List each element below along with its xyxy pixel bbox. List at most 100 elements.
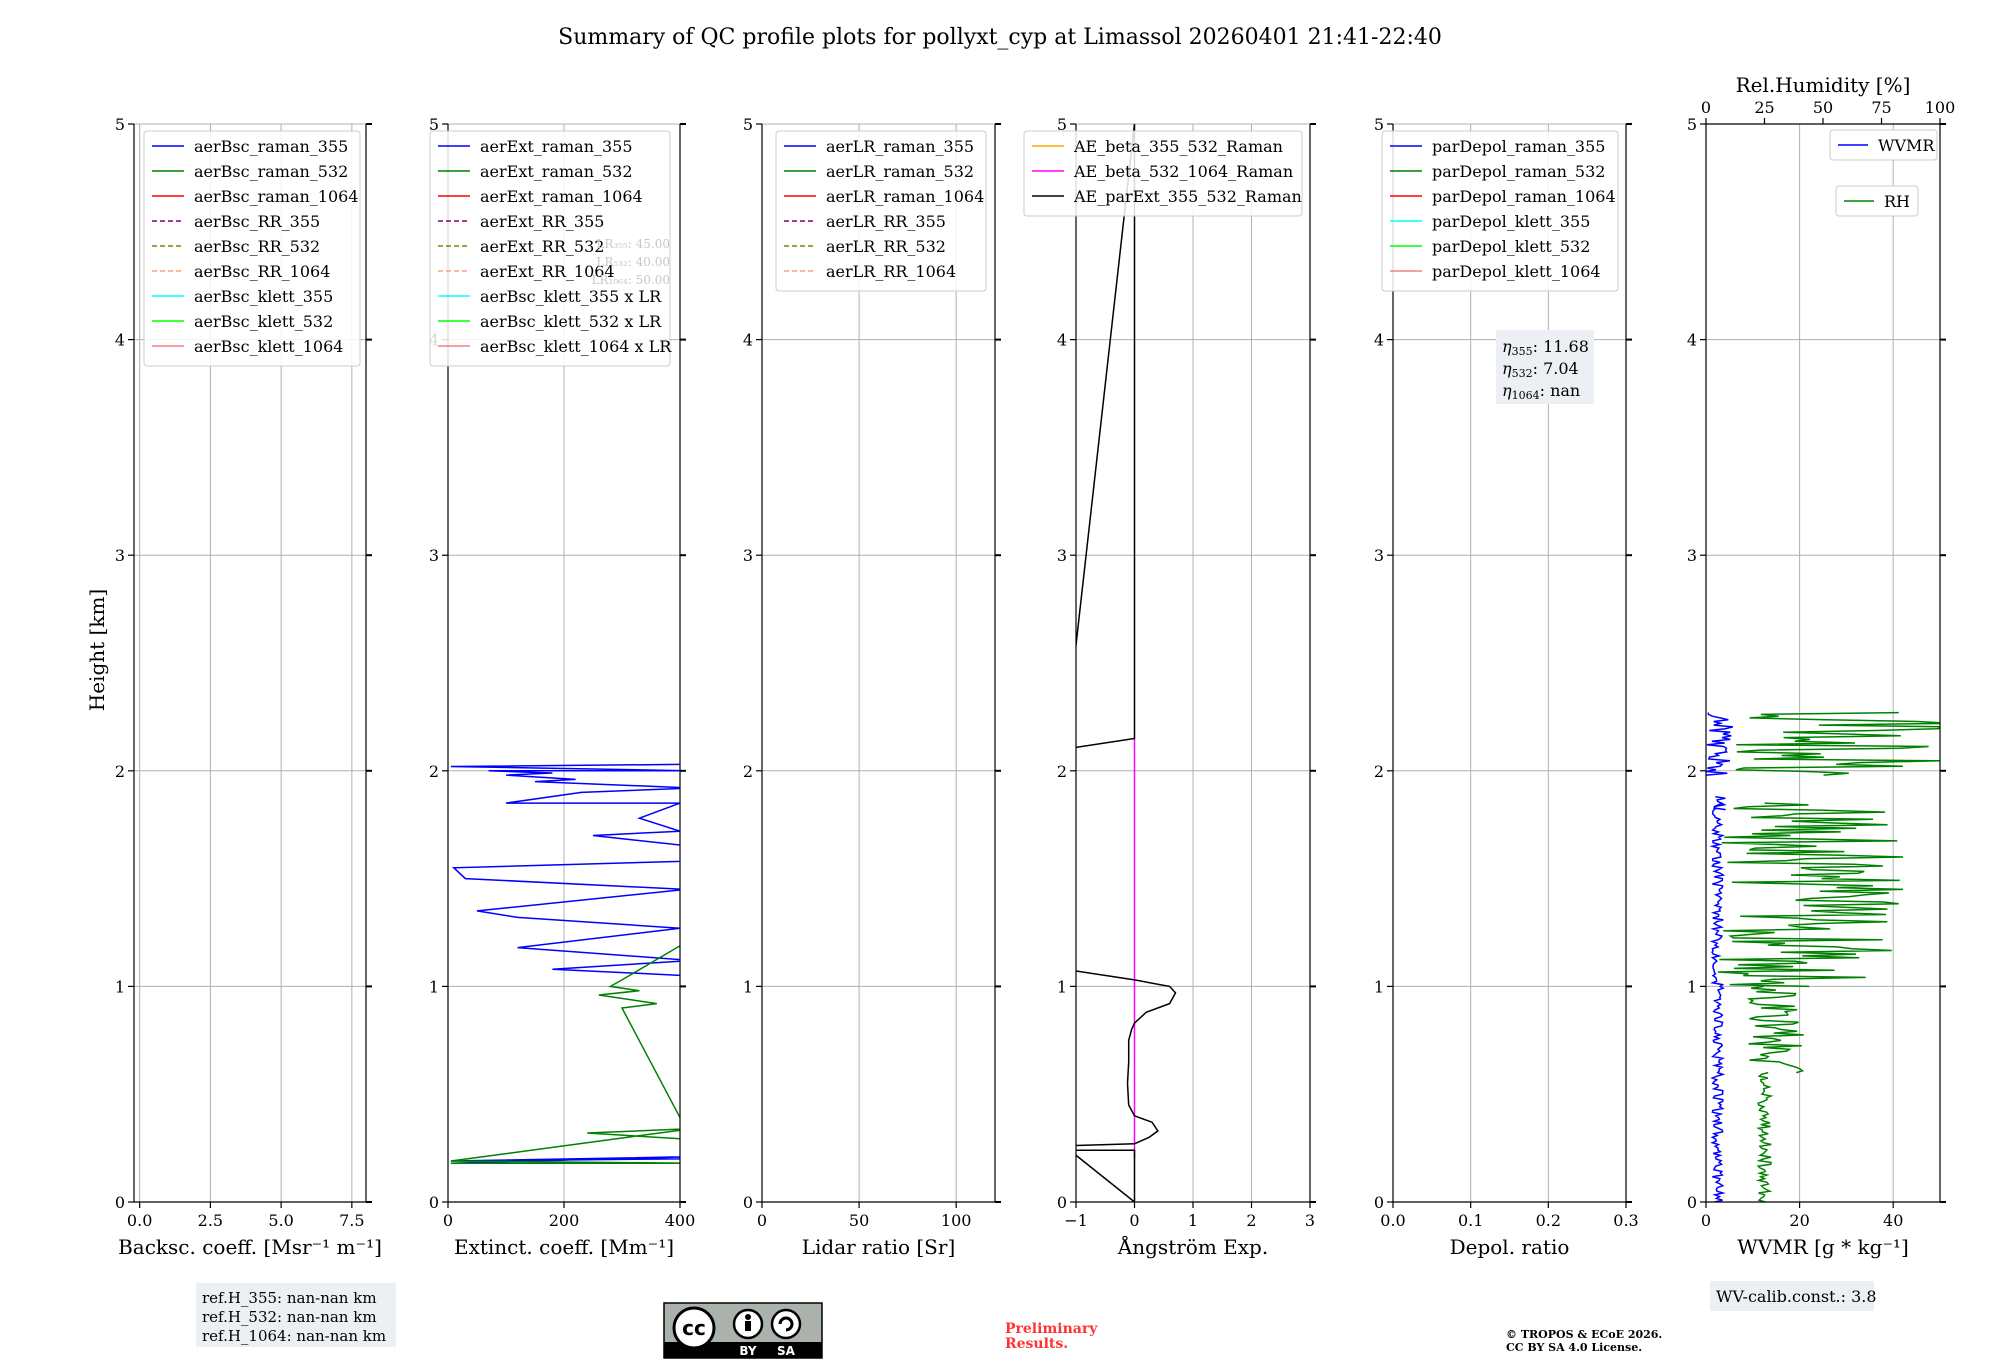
y-tick-label-wv: 5	[1687, 115, 1697, 134]
x-axis-label-wv: WVMR [g * kg⁻¹]	[1737, 1235, 1909, 1259]
x-tick-label-ae: 1	[1188, 1211, 1198, 1230]
x-tick-label-wv: 0	[1701, 1211, 1711, 1230]
y-tick-label-depol: 2	[1374, 762, 1384, 781]
legend-label-aerLR_RR_1064: aerLR_RR_1064	[826, 262, 956, 281]
top-tick-label-wv: 25	[1754, 98, 1774, 117]
legend-box-ae	[1023, 130, 1303, 217]
legend-label-parDepol_raman_1064: parDepol_raman_1064	[1432, 187, 1616, 206]
preliminary-note: Preliminary Results.	[1005, 1321, 1098, 1352]
faded-lr-label: LR₅₃₂: 40.00	[596, 255, 670, 269]
y-tick-label-ext: 1	[429, 977, 439, 996]
x-tick-label-ae: −1	[1064, 1211, 1088, 1230]
legend-label-aerBsc_klett_1064: aerBsc_klett_1064	[194, 337, 343, 356]
panel-bsc: 0 1 2 3 4 5 0.0 2.5 5.0 7.5 Backsc. coeff. [Msr⁻¹ …	[115, 115, 382, 1259]
y-tick-label-ext: 2	[429, 762, 439, 781]
legend-box-ext	[429, 130, 671, 367]
x-tick-label-ext: 200	[549, 1211, 580, 1230]
legend-label-aerLR_raman_1064: aerLR_raman_1064	[826, 187, 984, 206]
eta-value-532: 7.04	[1543, 359, 1579, 378]
y-tick-label-lr: 0	[743, 1193, 753, 1212]
eta-line-532: η532: 7.04	[1502, 359, 1579, 380]
copyright-line-1: © TROPOS & ECoE 2026.	[1506, 1328, 1662, 1341]
svg-text:SA: SA	[777, 1344, 796, 1358]
wv-calib-box	[1710, 1281, 1874, 1311]
x-axis-label-lr: Lidar ratio [Sr]	[802, 1235, 956, 1259]
y-tick-label-ext: 3	[429, 546, 439, 565]
eta-line-355: η355: 11.68	[1502, 337, 1589, 358]
y-tick-label-wv: 2	[1687, 762, 1697, 781]
top-tick-label-wv: 0	[1701, 98, 1711, 117]
x-axis-label-ae: Ångström Exp.	[1117, 1234, 1268, 1259]
legend-label-aerBsc_RR_355: aerBsc_RR_355	[194, 212, 320, 231]
legend-label-aerBsc_raman_355: aerBsc_raman_355	[194, 137, 348, 156]
y-tick-label-ext: 0	[429, 1193, 439, 1212]
legend-label-aerBsc_klett_532: aerBsc_klett_532	[194, 312, 333, 331]
legend-box-bsc	[143, 130, 361, 367]
series-WVMR	[1709, 802, 1726, 1202]
series-AE_parExt_355_532_Raman	[1076, 124, 1177, 1202]
preliminary-line-1: Preliminary	[1005, 1321, 1098, 1337]
series-WVMR	[1712, 795, 1727, 811]
cc-icon	[672, 1306, 716, 1350]
y-tick-label-bsc: 4	[115, 331, 125, 350]
ref-heights-box: ref.H_355: nan-nan km ref.H_532: nan-nan…	[196, 1283, 396, 1347]
legend-label-aerExt_RR_532: aerExt_RR_532	[480, 237, 604, 256]
series-group-ae	[1076, 124, 1177, 1202]
x-tick-label-wv: 20	[1789, 1211, 1809, 1230]
x-tick-label-ext: 0	[443, 1211, 453, 1230]
eta-box	[1496, 330, 1594, 404]
x-axis-label-depol: Depol. ratio	[1450, 1235, 1570, 1259]
y-tick-label-wv: 4	[1687, 331, 1697, 350]
y-tick-label-lr: 2	[743, 762, 753, 781]
y-tick-label-ae: 0	[1057, 1193, 1067, 1212]
x-tick-label-bsc: 5.0	[268, 1211, 293, 1230]
y-axis-label: Height [km]	[85, 589, 109, 711]
legend-label-aerExt_RR_1064: aerExt_RR_1064	[480, 262, 615, 281]
y-tick-label-wv: 3	[1687, 546, 1697, 565]
legend-box-wv	[1829, 129, 1938, 161]
series-group-ext	[450, 763, 680, 1164]
legend-label-parDepol_raman_355: parDepol_raman_355	[1432, 137, 1605, 156]
series-aerExt_raman_532	[450, 944, 680, 1164]
legend-label-aerBsc_klett_1064 x LR: aerBsc_klett_1064 x LR	[480, 337, 672, 356]
y-tick-label-ext: 5	[429, 115, 439, 134]
top-tick-label-wv: 100	[1925, 98, 1956, 117]
legend-label-aerLR_raman_532: aerLR_raman_532	[826, 162, 974, 181]
series-group-wv	[1706, 711, 1940, 1202]
legend-label-rh: RH	[1884, 192, 1910, 211]
svg-text:cc: cc	[682, 1316, 706, 1340]
top-tick-label-wv: 50	[1813, 98, 1833, 117]
eta-line-1064: η1064: nan	[1502, 381, 1580, 402]
y-tick-label-lr: 5	[743, 115, 753, 134]
eta-value-355: 11.68	[1543, 337, 1589, 356]
series-WVMR	[1706, 712, 1734, 776]
panel-ext: 0123450200400Extinct. coeff. [Mm⁻¹]aerEx…	[429, 115, 695, 1259]
x-tick-label-lr: 0	[757, 1211, 767, 1230]
y-tick-label-bsc: 2	[115, 762, 125, 781]
legend-label-wvmr: WVMR	[1878, 136, 1935, 155]
x-tick-label-ae: 2	[1246, 1211, 1256, 1230]
legend-label-parDepol_klett_1064: parDepol_klett_1064	[1432, 262, 1601, 281]
legend-label-AE_parExt_355_532_Raman: AE_parExt_355_532_Raman	[1073, 187, 1302, 206]
y-tick-label-lr: 1	[743, 977, 753, 996]
x-tick-label-ae: 0	[1129, 1211, 1139, 1230]
x-tick-label-ae: 3	[1305, 1211, 1315, 1230]
faded-lr-label: LR₃₅₅: 45.00	[596, 237, 670, 251]
legend-label-aerExt_raman_1064: aerExt_raman_1064	[480, 187, 643, 206]
y-tick-label-depol: 3	[1374, 546, 1384, 565]
legend-label-parDepol_raman_532: parDepol_raman_532	[1432, 162, 1605, 181]
legend-label-AE_beta_355_532_Raman: AE_beta_355_532_Raman	[1073, 137, 1283, 156]
y-tick-label-bsc: 1	[115, 977, 125, 996]
y-tick-label-lr: 4	[743, 331, 753, 350]
series-RH	[1746, 985, 1805, 1074]
y-tick-label-ae: 1	[1057, 977, 1067, 996]
x-tick-label-depol: 0.0	[1380, 1211, 1405, 1230]
x-axis-label-ext: Extinct. coeff. [Mm⁻¹]	[454, 1235, 674, 1259]
x-tick-label-depol: 0.1	[1458, 1211, 1483, 1230]
x-tick-label-lr: 100	[941, 1211, 972, 1230]
figure-title: Summary of QC profile plots for pollyxt_…	[558, 25, 1442, 50]
legend-box-depol	[1381, 130, 1619, 292]
